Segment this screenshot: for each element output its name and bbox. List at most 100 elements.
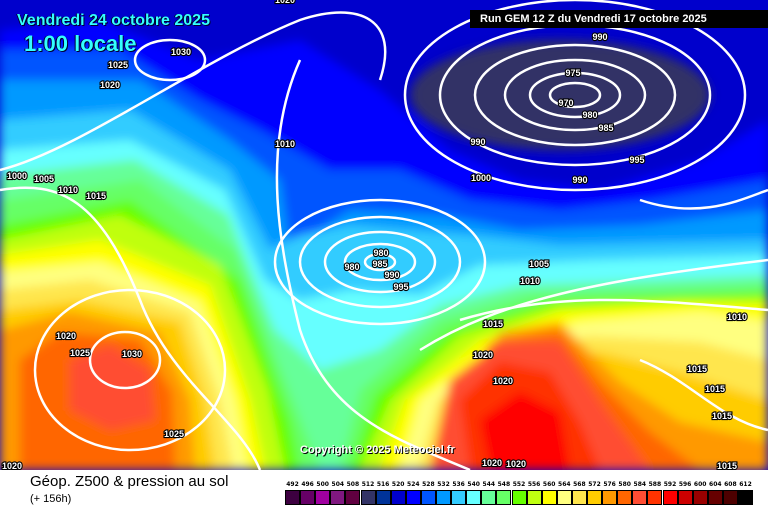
legend-label: 524: [407, 481, 420, 488]
isobar-label: 995: [629, 155, 644, 165]
legend-label: 608: [724, 481, 737, 488]
isobar-label: 1025: [70, 348, 90, 358]
isobar: [459, 298, 768, 322]
legend-swatch: [300, 490, 316, 505]
legend-swatch: [436, 490, 451, 505]
legend-swatch: [511, 490, 527, 505]
legend-label: 580: [618, 481, 631, 488]
legend-item: 528: [420, 481, 436, 505]
legend-item: 508: [345, 481, 361, 505]
legend-label: 560: [542, 481, 556, 488]
forecast-date: Vendredi 24 octobre 2025: [17, 12, 210, 29]
legend-label: 552: [512, 481, 526, 488]
copyright: Copyright © 2025 Meteociel.fr: [300, 444, 455, 456]
z500-band-512: [410, 40, 710, 150]
isobar-label: 1010: [275, 139, 295, 149]
legend-item: 608: [722, 481, 738, 505]
legend-label: 568: [573, 481, 586, 488]
isobar-label: 1020: [56, 331, 76, 341]
legend-label: 612: [739, 481, 752, 488]
legend-item: 612: [738, 481, 753, 505]
legend-item: 604: [707, 481, 723, 505]
isobar: [473, 43, 677, 147]
legend-label: 592: [663, 481, 677, 488]
legend-swatch: [541, 490, 557, 505]
legend-label: 588: [648, 481, 662, 488]
legend-swatch: [556, 490, 572, 505]
parameter-title: Géop. Z500 & pression au sol: [30, 473, 229, 490]
isobar: [273, 198, 487, 326]
legend-swatch: [360, 490, 376, 505]
legend-swatch: [375, 490, 391, 505]
legend-item: 576: [602, 481, 618, 505]
isobar: [88, 330, 162, 390]
legend-swatch: [647, 490, 663, 505]
isobar-labels: 1020103010251020990975970980985990101099…: [1, 0, 748, 470]
legend-label: 500: [316, 481, 329, 488]
isobar: [0, 186, 262, 470]
isobar-label: 1010: [727, 312, 747, 322]
isobar-label: 1000: [7, 171, 27, 181]
legend-label: 572: [588, 481, 601, 488]
isobars: [0, 0, 768, 470]
legend-label: 520: [391, 481, 405, 488]
legend-label: 536: [452, 481, 465, 488]
isobar-label: 1005: [529, 259, 549, 269]
legend-label: 556: [527, 481, 541, 488]
legend-swatch: [677, 490, 693, 505]
legend-item: 556: [526, 481, 542, 505]
z500-band-592: [480, 392, 570, 470]
legend-item: 520: [390, 481, 406, 505]
isobar: [323, 230, 437, 294]
legend-item: 588: [647, 481, 663, 505]
isobar-label: 1005: [34, 174, 54, 184]
legend-swatch: [451, 490, 467, 505]
isobar: [419, 258, 768, 352]
isobar-label: 1020: [275, 0, 295, 5]
legend-swatch: [632, 490, 648, 505]
lead-time: (+ 156h): [30, 493, 72, 505]
legend-item: 516: [375, 481, 391, 505]
legend-swatch: [481, 490, 497, 505]
legend-swatch: [390, 490, 406, 505]
isobar-label: 1030: [122, 349, 142, 359]
isobar-label: 1015: [712, 411, 732, 421]
legend-item: 504: [330, 481, 346, 505]
isobar-label: 1015: [705, 384, 725, 394]
legend-swatch: [315, 490, 331, 505]
isobar: [503, 58, 647, 132]
isobar-label: 1020: [2, 461, 22, 470]
geopotential-bands: [0, 20, 768, 470]
isobar-label: 990: [470, 137, 485, 147]
legend-swatch: [345, 490, 361, 505]
isobar: [275, 59, 471, 470]
isobar-label: 1020: [100, 80, 120, 90]
isobar: [639, 358, 768, 432]
isobar: [0, 11, 387, 172]
isobar-label: 1030: [171, 47, 191, 57]
legend-swatch: [722, 490, 738, 505]
isobar-label: 985: [372, 259, 387, 269]
legend-label: 548: [497, 481, 511, 488]
isobar-label: 1015: [687, 364, 707, 374]
isobar-label: 980: [344, 262, 359, 272]
legend-swatch: [571, 490, 587, 505]
legend-label: 508: [346, 481, 360, 488]
forecast-local-time: 1:00 locale: [24, 31, 137, 56]
legend-item: 536: [451, 481, 467, 505]
legend-label: 564: [558, 481, 571, 488]
isobar-label: 1000: [471, 173, 491, 183]
legend-swatch: [496, 490, 512, 505]
isobar-label: 1025: [164, 429, 184, 439]
isobar-label: 980: [582, 110, 597, 120]
legend-label: 512: [361, 481, 375, 488]
legend-label: 596: [678, 481, 692, 488]
isobar-label: 995: [393, 282, 408, 292]
isobar-label: 990: [384, 270, 399, 280]
legend-item: 596: [677, 481, 693, 505]
isobar-label: 1015: [483, 319, 503, 329]
isobar-label: 970: [558, 98, 573, 108]
isobar: [298, 215, 462, 309]
legend-item: 580: [617, 481, 633, 505]
isobar-label: 1025: [108, 60, 128, 70]
